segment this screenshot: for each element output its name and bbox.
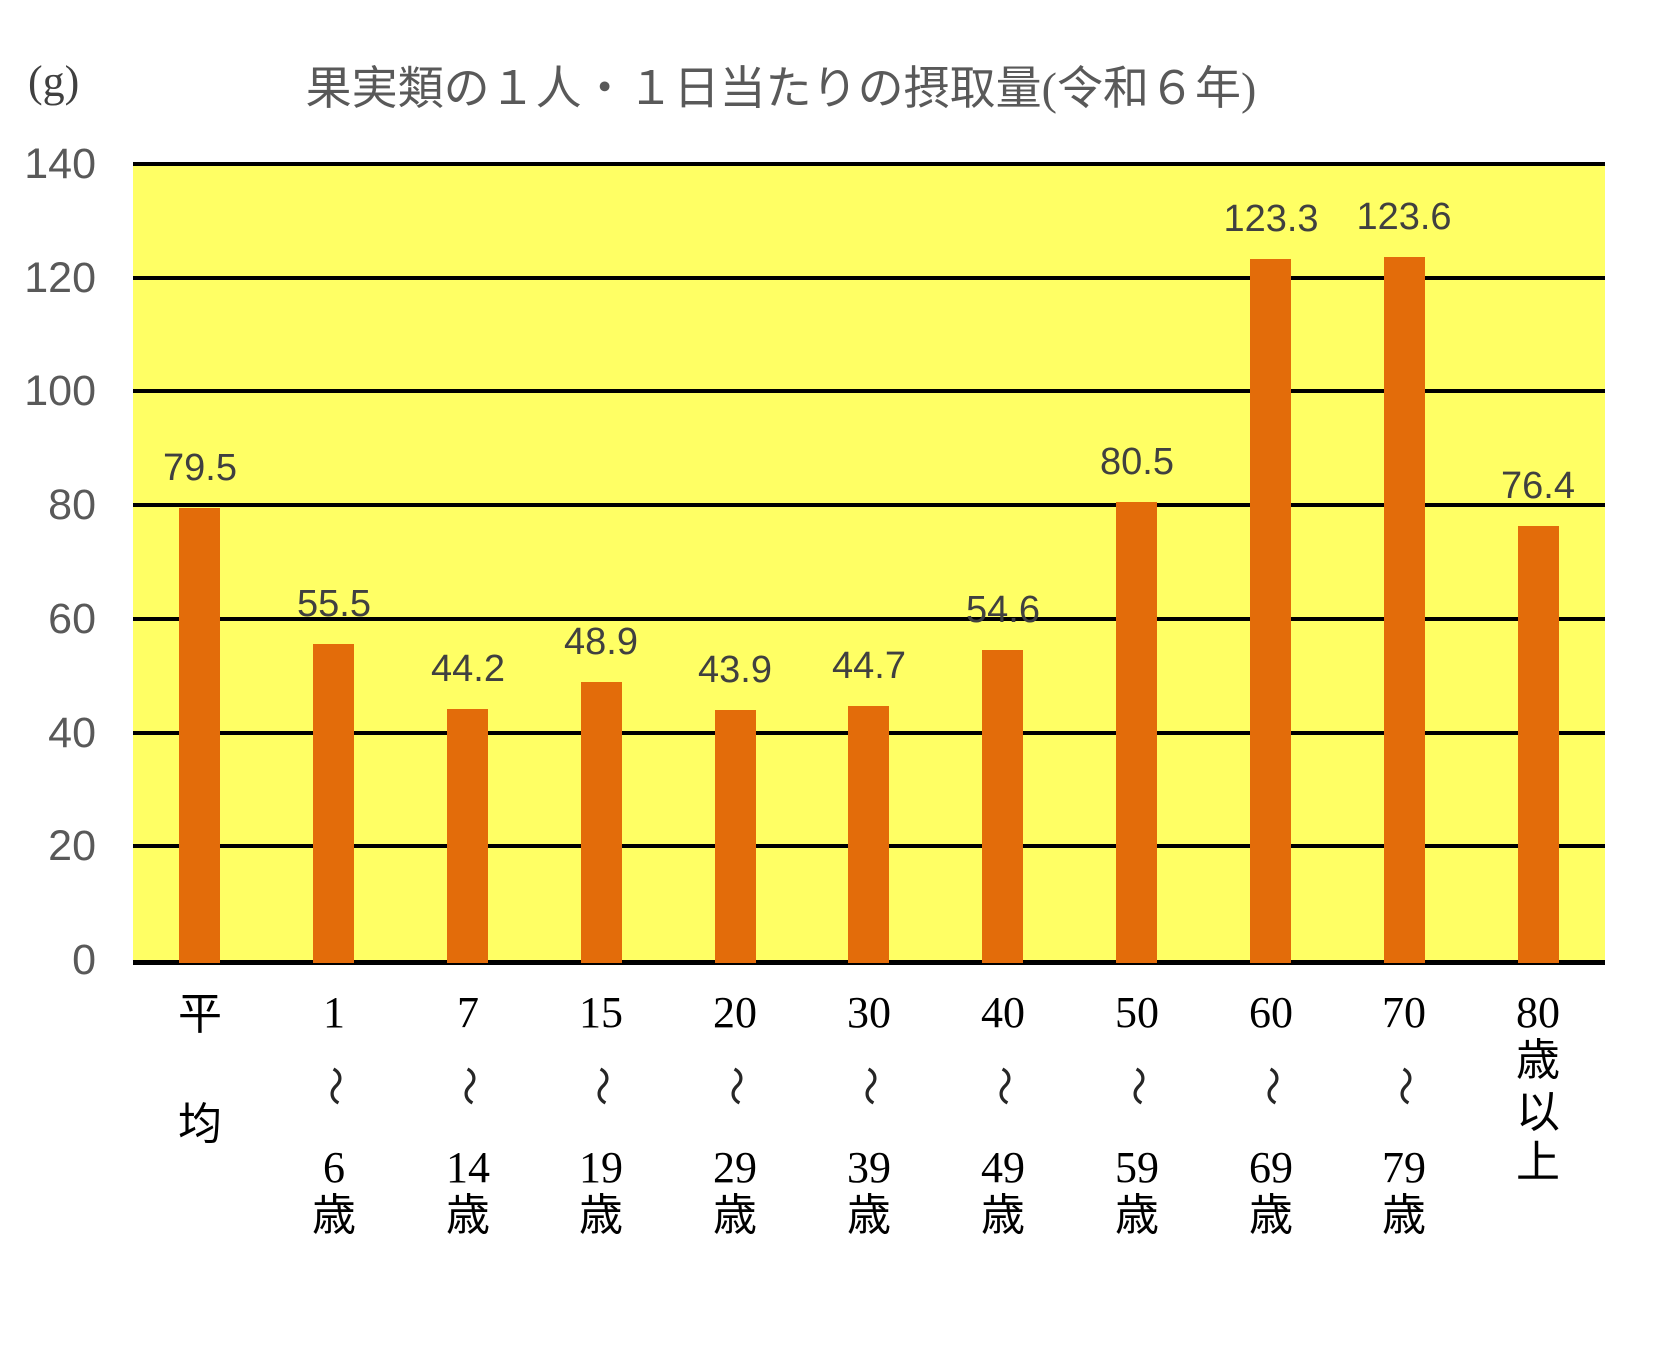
- x-label-line: 歳: [713, 1191, 757, 1240]
- bar-50〜59歳: [1116, 502, 1157, 963]
- x-category-label-30〜39歳: 30 〜 39 歳: [802, 990, 936, 1250]
- range-tilde: 〜: [446, 1066, 491, 1106]
- x-label-line: 歳: [1516, 1036, 1560, 1085]
- x-label-line: 上: [1516, 1138, 1560, 1187]
- bar-value-label: 80.5: [1100, 441, 1174, 483]
- x-label-line: 79: [1382, 1143, 1426, 1192]
- bar-value-label: 76.4: [1501, 465, 1575, 507]
- gridline-120: [133, 276, 1605, 280]
- x-category-label-50〜59歳: 50 〜 59 歳: [1070, 990, 1204, 1250]
- bar-value-label: 55.5: [297, 583, 371, 625]
- bar-value-label: 44.2: [431, 648, 505, 690]
- x-category-label-40〜49歳: 40 〜 49 歳: [936, 990, 1070, 1250]
- y-tick-label-140: 140: [24, 140, 96, 188]
- bar-80歳以上: [1518, 526, 1559, 963]
- x-label-line: 歳: [1115, 1191, 1159, 1240]
- x-label-line: 70: [1382, 988, 1426, 1037]
- range-tilde: 〜: [713, 1066, 758, 1106]
- x-category-label-15〜19歳: 15 〜 19 歳: [534, 990, 668, 1250]
- x-label-line: 40: [981, 988, 1025, 1037]
- x-label-line: 歳: [1382, 1191, 1426, 1240]
- x-label-line: 60: [1249, 988, 1293, 1037]
- y-tick-label-100: 100: [24, 367, 96, 415]
- x-category-label-7〜14歳: 7 〜 14 歳: [401, 990, 535, 1250]
- range-tilde: 〜: [981, 1066, 1026, 1106]
- bar-15〜19歳: [581, 682, 622, 963]
- x-label-line: 平: [178, 990, 222, 1039]
- y-tick-label-120: 120: [24, 254, 96, 302]
- bar-20〜29歳: [715, 710, 756, 963]
- x-label-line: 歳: [1249, 1191, 1293, 1240]
- y-tick-label-20: 20: [48, 822, 96, 870]
- x-label-line: 均: [178, 1100, 222, 1149]
- range-tilde: 〜: [1382, 1066, 1427, 1106]
- x-label-line: 歳: [847, 1191, 891, 1240]
- y-axis-unit-label: (g): [28, 57, 80, 106]
- bar-value-label: 44.7: [832, 645, 906, 687]
- x-label-line: 39: [847, 1143, 891, 1192]
- x-label-line: 20: [713, 988, 757, 1037]
- x-category-label-1〜6歳: 1 〜 6 歳: [267, 990, 401, 1250]
- range-tilde: 〜: [1249, 1066, 1294, 1106]
- range-tilde: 〜: [847, 1066, 892, 1106]
- range-tilde: 〜: [579, 1066, 624, 1106]
- bar-value-label: 79.5: [163, 447, 237, 489]
- y-tick-label-80: 80: [48, 481, 96, 529]
- bar-value-label: 123.3: [1223, 198, 1319, 240]
- x-label-line: 7: [457, 988, 479, 1037]
- gridline-80: [133, 503, 1605, 507]
- x-label-line: 以: [1516, 1088, 1560, 1137]
- x-label-line: 29: [713, 1143, 757, 1192]
- bar-7〜14歳: [447, 709, 488, 963]
- x-label-line: 30: [847, 988, 891, 1037]
- bar-1〜6歳: [313, 644, 354, 963]
- bar-平均: [179, 508, 220, 963]
- x-label-line: 50: [1115, 988, 1159, 1037]
- x-label-line: 歳: [446, 1191, 490, 1240]
- x-label-line: 6: [323, 1143, 345, 1192]
- x-label-line: 歳: [981, 1191, 1025, 1240]
- bar-70〜79歳: [1384, 257, 1425, 963]
- y-tick-label-0: 0: [72, 936, 96, 984]
- x-category-label-70〜79歳: 70 〜 79 歳: [1337, 990, 1471, 1250]
- x-label-line: 1: [323, 988, 345, 1037]
- x-label-line: 歳: [312, 1191, 356, 1240]
- bar-30〜39歳: [848, 706, 889, 963]
- bar-60〜69歳: [1250, 259, 1291, 963]
- x-label-line: 80: [1516, 988, 1560, 1037]
- x-category-label-60〜69歳: 60 〜 69 歳: [1204, 990, 1338, 1250]
- x-label-line: 19: [579, 1143, 623, 1192]
- gridline-100: [133, 389, 1605, 393]
- x-label-line: 14: [446, 1143, 490, 1192]
- chart-title: 果実類の１人・１日当たりの摂取量(令和６年): [305, 63, 1257, 114]
- x-label-line: 69: [1249, 1143, 1293, 1192]
- x-label-line: 49: [981, 1143, 1025, 1192]
- range-tilde: 〜: [1115, 1066, 1160, 1106]
- y-tick-label-60: 60: [48, 595, 96, 643]
- x-category-label-80歳以上: 80 歳以上: [1471, 990, 1605, 1250]
- x-category-label-平均: 平均: [133, 990, 267, 1250]
- range-tilde: 〜: [312, 1066, 357, 1106]
- x-label-line: 15: [579, 988, 623, 1037]
- bar-40〜49歳: [982, 650, 1023, 963]
- x-label-line: 59: [1115, 1143, 1159, 1192]
- x-label-line: 歳: [579, 1191, 623, 1240]
- gridline-140: [133, 162, 1605, 166]
- bar-value-label: 43.9: [698, 649, 772, 691]
- plot-area: 79.5 55.5 44.2 48.9 43.9 44.7 54.6 80.5 123.3 123…: [133, 162, 1605, 965]
- bar-value-label: 123.6: [1356, 196, 1452, 238]
- x-category-label-20〜29歳: 20 〜 29 歳: [668, 990, 802, 1250]
- gridline-60: [133, 617, 1605, 621]
- bar-value-label: 48.9: [564, 621, 638, 663]
- bar-value-label: 54.6: [966, 589, 1040, 631]
- y-tick-label-40: 40: [48, 709, 96, 757]
